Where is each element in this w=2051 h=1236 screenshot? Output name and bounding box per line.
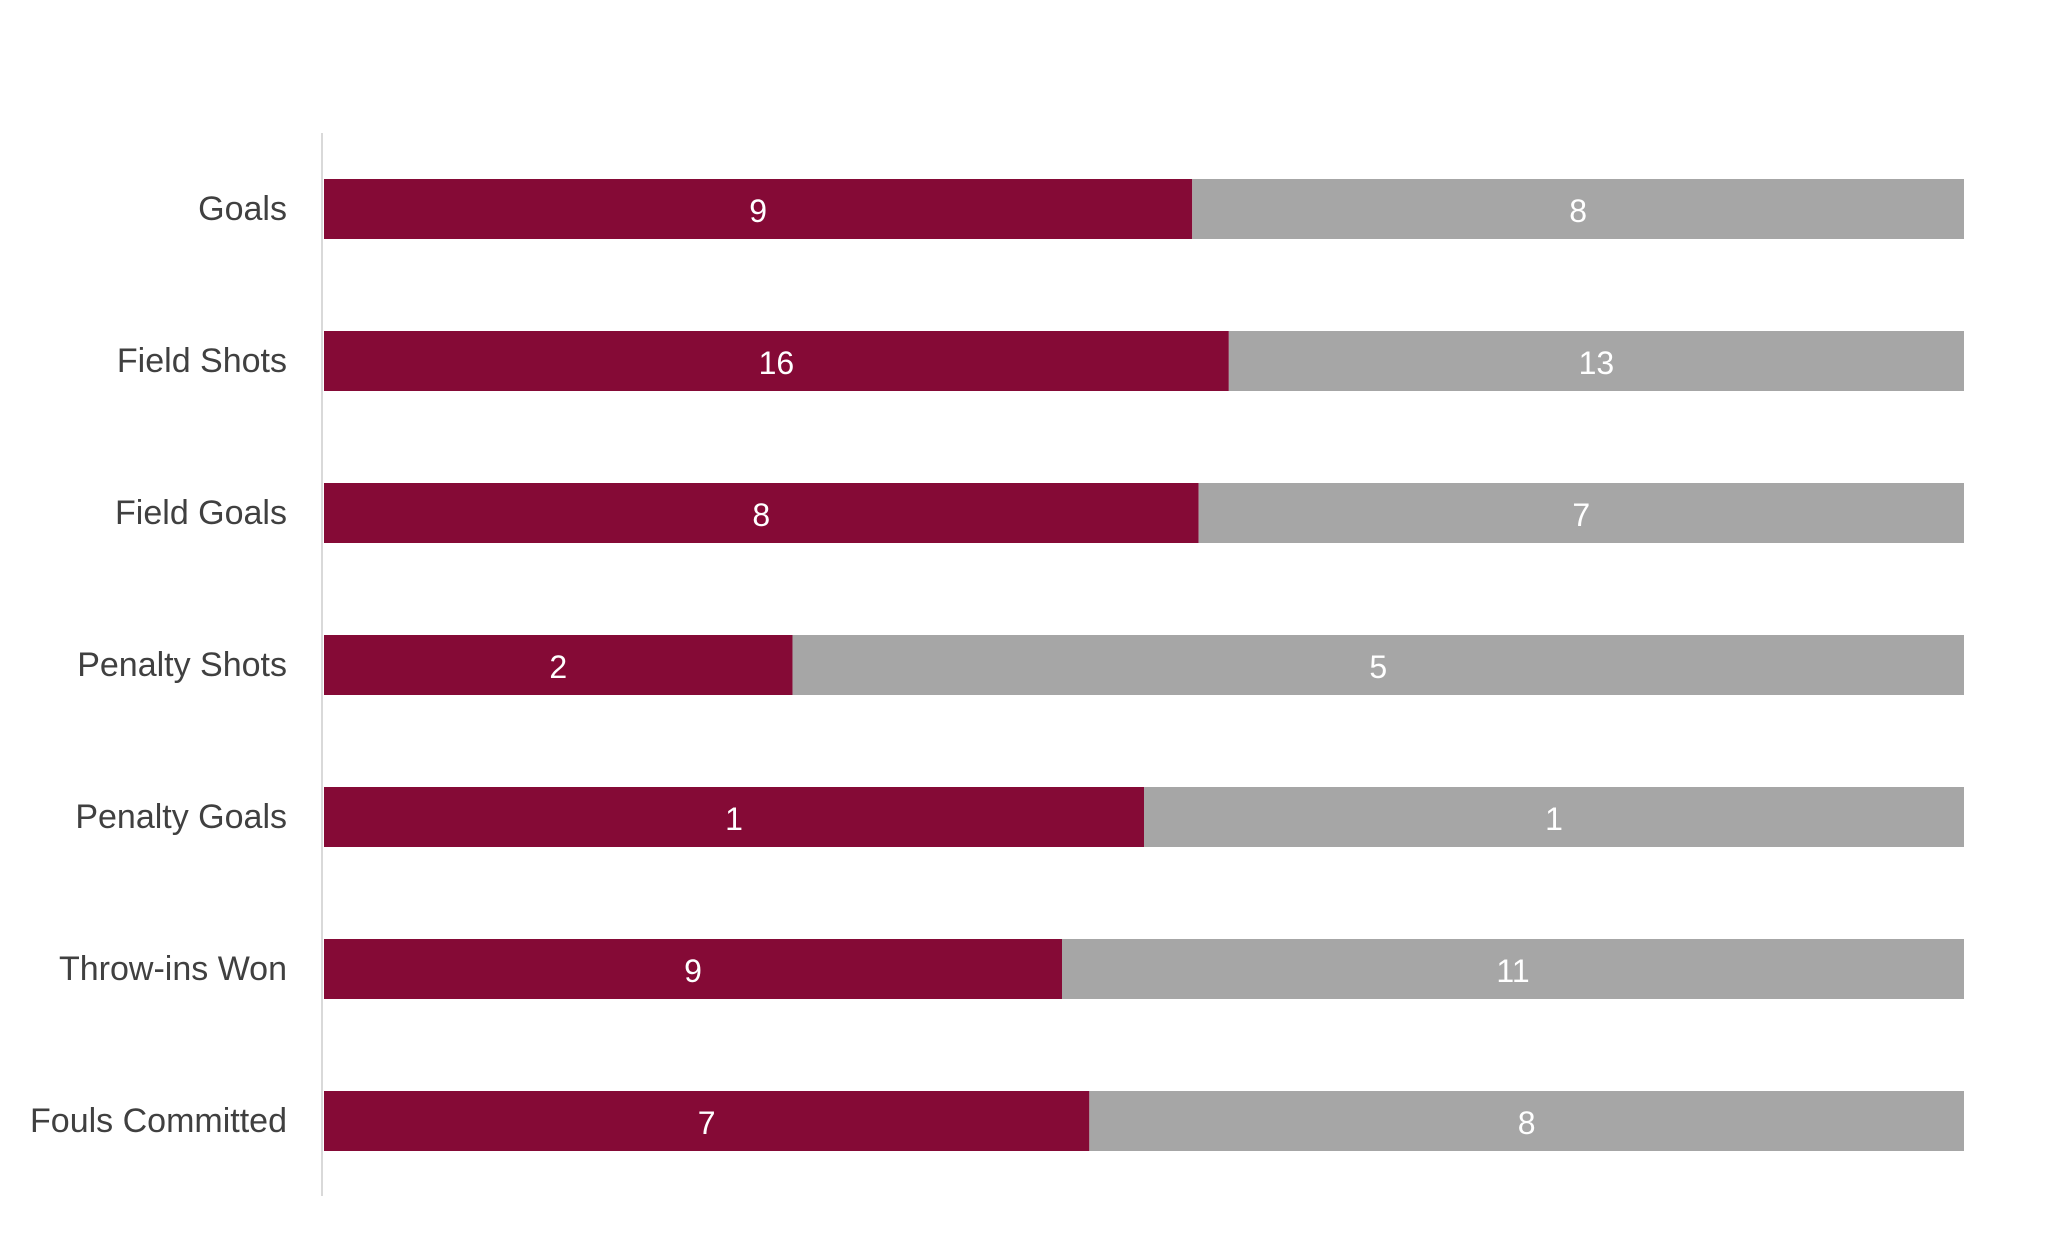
data-label: 8 — [1518, 1105, 1536, 1141]
data-label: 7 — [1572, 497, 1590, 533]
data-label: 9 — [749, 193, 767, 229]
data-label: 1 — [725, 801, 743, 837]
data-label: 2 — [549, 649, 567, 685]
data-label: 13 — [1579, 345, 1615, 381]
bar-series-2 — [1192, 179, 1964, 239]
category-label: Penalty Goals — [75, 798, 287, 836]
bar-series-2 — [1062, 939, 1964, 999]
bar-series-1 — [324, 787, 1144, 847]
category-label: Fouls Committed — [30, 1102, 287, 1140]
data-label: 11 — [1496, 953, 1529, 989]
data-label: 8 — [752, 497, 770, 533]
data-label: 8 — [1569, 193, 1587, 229]
bar-series-1 — [324, 939, 1062, 999]
bar-series-2 — [1228, 331, 1964, 391]
bar-series-1 — [324, 179, 1193, 239]
bar-series-1 — [324, 1091, 1090, 1151]
data-label: 7 — [698, 1105, 716, 1141]
bar-series-2 — [792, 635, 1964, 695]
category-label: Field Shots — [117, 342, 287, 380]
data-label: 1 — [1545, 801, 1563, 837]
category-label: Goals — [198, 190, 287, 228]
bar-series-2 — [1089, 1091, 1964, 1151]
bar-series-1 — [324, 483, 1199, 543]
bar-series-1 — [324, 635, 793, 695]
data-label: 5 — [1369, 649, 1387, 685]
data-label: 9 — [684, 953, 702, 989]
category-label: Penalty Shots — [77, 646, 287, 684]
category-label: Field Goals — [115, 494, 287, 532]
category-labels: Goals Field Shots Field Goals Penalty Shots… — [30, 190, 287, 1140]
bar-series-2 — [1144, 787, 1964, 847]
data-label: 16 — [759, 345, 795, 381]
category-label: Throw-ins Won — [59, 950, 287, 988]
bar-series-2 — [1198, 483, 1964, 543]
bars-layer: 9 816 138 72 51 19 117 8 — [324, 179, 1964, 1151]
bar-series-1 — [324, 331, 1229, 391]
